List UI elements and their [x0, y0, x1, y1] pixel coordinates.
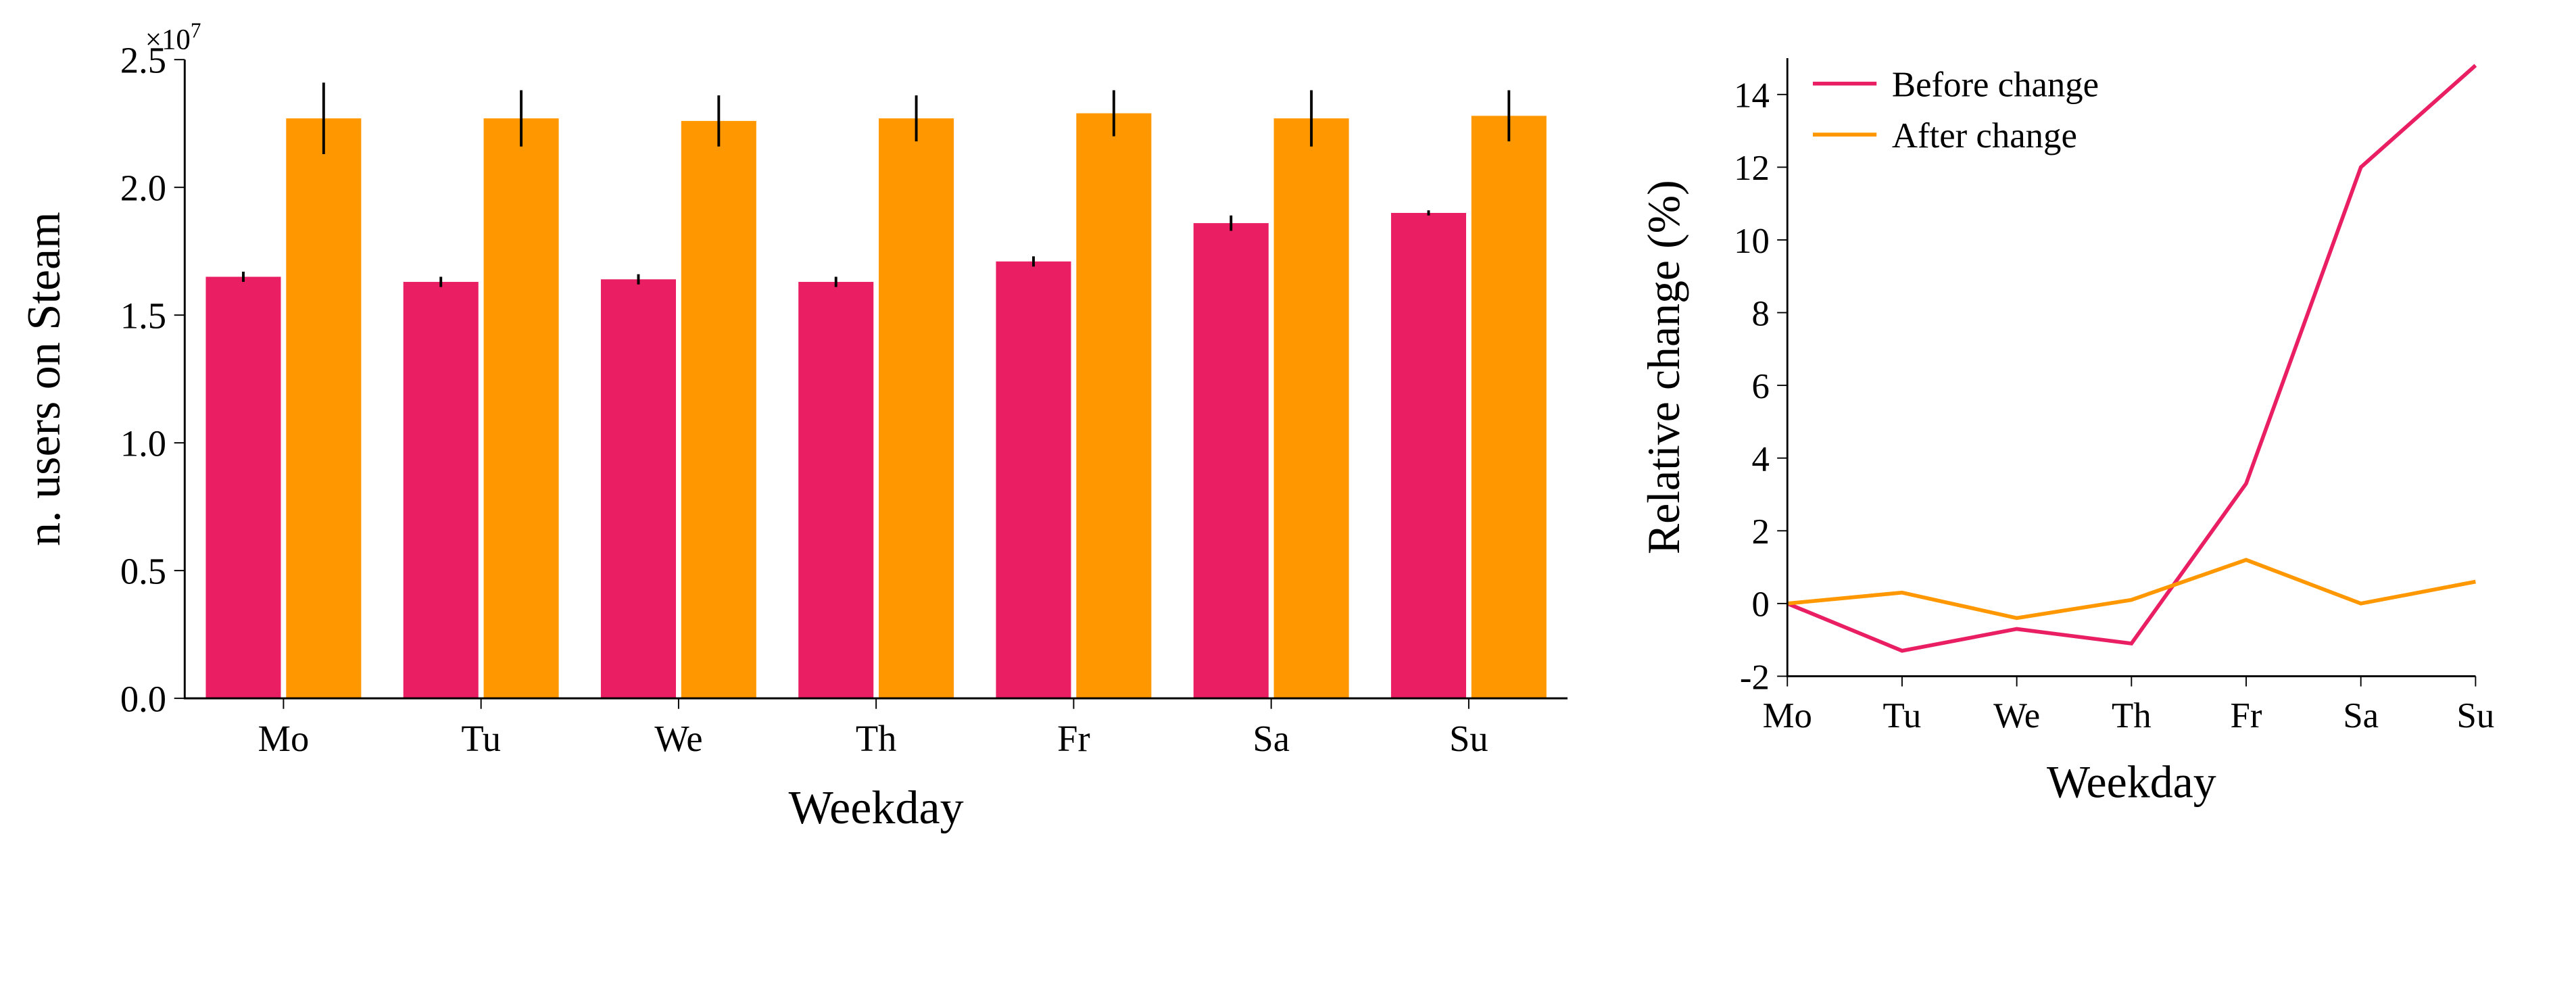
x-tick-label: Th — [2112, 696, 2152, 735]
bar-chart-svg: 0.00.51.01.52.02.5×107MoTuWeThFrSaSuWeek… — [14, 14, 1594, 856]
line-chart-svg: -2 0 2 4 6 8 10 12 14 Mo Tu We Th Fr Sa Su Weekday Relati… — [1634, 14, 2501, 829]
x-tick-label: Fr — [2231, 696, 2262, 735]
y-axis-label: Relative change (%) — [1638, 180, 1689, 554]
y-tick-label: 2.0 — [120, 168, 166, 209]
y-tick-label: 1.5 — [120, 295, 166, 337]
axis-spine — [1787, 58, 2475, 676]
figure-container: 0.00.51.01.52.02.5×107MoTuWeThFrSaSuWeek… — [14, 14, 2562, 856]
x-tick-label: Su — [2457, 696, 2495, 735]
y-tick-label: 0.0 — [120, 679, 166, 720]
x-tick-label: Sa — [2343, 696, 2379, 735]
x-tick-label: We — [654, 718, 702, 759]
legend-label: After change — [1892, 116, 2077, 155]
y-tick-label: 1.0 — [120, 423, 166, 464]
y-tick-label: -2 — [1740, 658, 1770, 697]
bar-after — [1472, 116, 1547, 698]
axis-spine — [185, 59, 1568, 698]
y-tick-label: 2 — [1751, 512, 1769, 552]
legend: Before change After change — [1813, 66, 2099, 155]
line-after — [1787, 560, 2475, 618]
x-tick-label: Fr — [1057, 718, 1090, 759]
bar-before — [798, 282, 873, 698]
y-tick-label: 8 — [1751, 294, 1769, 333]
x-tick-label: Su — [1449, 718, 1488, 759]
bar-after — [879, 118, 954, 698]
y-tick-label: 0.5 — [120, 551, 166, 592]
bar-chart-panel: 0.00.51.01.52.02.5×107MoTuWeThFrSaSuWeek… — [14, 14, 1594, 856]
bar-before — [996, 262, 1071, 698]
x-tick-label: Th — [856, 718, 897, 759]
x-tick-label: Mo — [258, 718, 310, 759]
y-tick-label: 0 — [1751, 585, 1769, 625]
y-tick-label: 4 — [1751, 440, 1769, 479]
y-tick-label: 14 — [1734, 76, 1770, 116]
line-before — [1787, 66, 2475, 651]
x-axis-label: Weekday — [2047, 757, 2216, 808]
y-tick-label: 12 — [1734, 149, 1770, 188]
bar-before — [1391, 213, 1466, 698]
bar-after — [484, 118, 559, 698]
bar-after — [1274, 118, 1349, 698]
x-tick-label: Mo — [1763, 696, 1812, 735]
bar-before — [404, 282, 479, 698]
x-tick-label: Sa — [1253, 718, 1290, 759]
legend-label: Before change — [1892, 66, 2099, 105]
x-tick-label: Tu — [461, 718, 501, 759]
y-axis-label: n. users on Steam — [18, 212, 70, 546]
bar-after — [681, 121, 756, 698]
x-tick-label: We — [1993, 696, 2040, 735]
bar-after — [286, 118, 361, 698]
line-chart-panel: -2 0 2 4 6 8 10 12 14 Mo Tu We Th Fr Sa Su Weekday Relati… — [1634, 14, 2501, 856]
bar-before — [205, 276, 281, 698]
bar-before — [1194, 223, 1269, 698]
y-tick-label: 6 — [1751, 367, 1769, 406]
x-tick-label: Tu — [1883, 696, 1922, 735]
y-tick-label: 10 — [1734, 222, 1770, 261]
bar-after — [1076, 114, 1151, 699]
x-axis-label: Weekday — [789, 781, 964, 834]
y-exponent: ×107 — [145, 18, 201, 56]
bar-before — [601, 279, 676, 698]
